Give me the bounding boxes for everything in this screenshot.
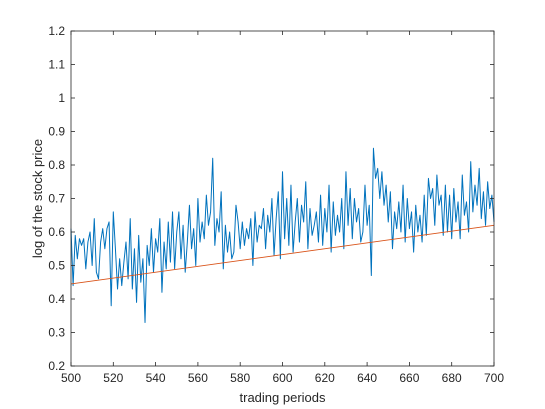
- x-tick-label: 580: [230, 371, 250, 385]
- y-tick-label: 0.9: [48, 125, 65, 139]
- price-series-line: [70, 147, 495, 323]
- y-tick-label: 0.2: [48, 359, 65, 373]
- x-tick-label: 680: [442, 371, 462, 385]
- y-tick-label: 1.1: [48, 58, 65, 72]
- y-axis-label: log of the stock price: [30, 139, 45, 258]
- y-tick-label: 1: [58, 91, 65, 105]
- y-tick-label: 0.4: [48, 292, 65, 306]
- x-tick-label: 700: [484, 371, 504, 385]
- x-tick-label: 560: [188, 371, 208, 385]
- x-tick-label: 660: [399, 371, 419, 385]
- x-axis-label: trading periods: [240, 390, 326, 405]
- y-tick-label: 0.8: [48, 158, 65, 172]
- x-tick-label: 600: [272, 371, 292, 385]
- x-tick-label: 520: [103, 371, 123, 385]
- x-tick-label: 540: [146, 371, 166, 385]
- x-tick-label: 500: [61, 371, 81, 385]
- y-tick-label: 0.7: [48, 192, 65, 206]
- trend-line: [70, 224, 495, 285]
- y-tick-label: 0.6: [48, 225, 65, 239]
- x-tick-label: 620: [315, 371, 335, 385]
- y-tick-label: 0.5: [48, 259, 65, 273]
- y-tick-label: 1.2: [48, 24, 65, 38]
- y-tick-label: 0.3: [48, 326, 65, 340]
- x-tick-label: 640: [357, 371, 377, 385]
